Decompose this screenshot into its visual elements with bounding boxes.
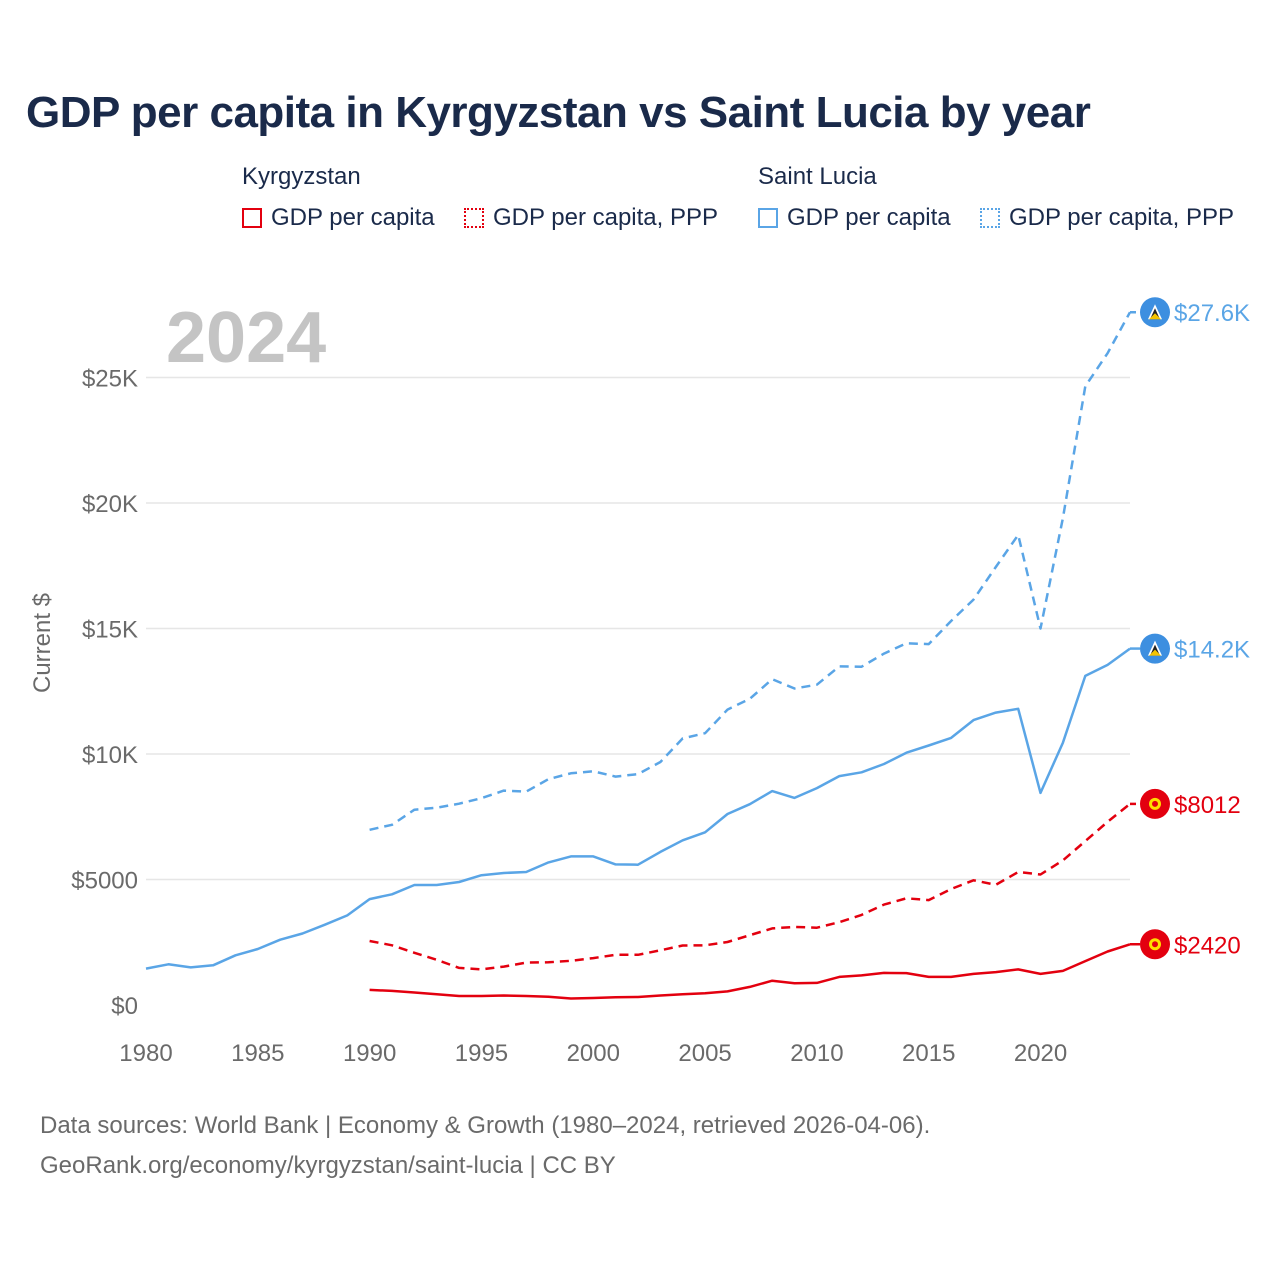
chart-title: GDP per capita in Kyrgyzstan vs Saint Lu… [26,88,1091,137]
x-tick-label: 2005 [678,1040,731,1067]
legend-item-saint-lucia-gdp-ppp[interactable]: GDP per capita, PPP [980,204,1234,232]
gridlines [146,376,1130,881]
legend-swatch-solid-red [242,208,262,228]
y-tick-label: $15K [82,617,138,644]
x-tick-label: 1995 [455,1040,508,1067]
y-axis-ticks: $0 $5000 $10K $15K $20K $25K [71,366,138,1021]
y-tick-label: $25K [82,366,138,393]
series-line-3 [369,311,1132,832]
flag-triangle-icon [1149,649,1161,656]
y-tick-label: $20K [82,491,138,518]
x-tick-label: 1990 [343,1040,396,1067]
legend-item-kyrgyzstan-gdp[interactable]: GDP per capita [242,204,435,232]
series-line-1 [369,802,1131,971]
x-axis-ticks: 1980 1985 1990 1995 2000 2005 2010 2015 2020 [119,1040,1067,1067]
x-tick-label: 2015 [902,1040,955,1067]
legend-label: GDP per capita [787,204,951,231]
y-axis-label: Current $ [29,593,56,693]
year-watermark: 2024 [166,298,326,378]
footer-link[interactable]: GeoRank.org/economy/kyrgyzstan/saint-luc… [40,1152,616,1179]
flag-triangle-icon [1149,313,1161,320]
legend-swatch-dotted-red [464,208,484,228]
end-value-label: $27.6K [1174,300,1250,327]
series [145,311,1132,1000]
footer: Data sources: World Bank | Economy & Gro… [40,1106,930,1186]
legend-group-saint-lucia: Saint Lucia [758,163,877,190]
footer-sources: Data sources: World Bank | Economy & Gro… [40,1112,931,1139]
x-tick-label: 2000 [567,1040,620,1067]
x-tick-label: 1980 [119,1040,172,1067]
legend-group-kyrgyzstan: Kyrgyzstan [242,163,361,190]
y-tick-label: $5000 [71,868,138,895]
y-tick-label: $0 [111,993,138,1020]
legend-label: GDP per capita [271,204,435,231]
end-value-label: $2420 [1174,932,1241,959]
legend-label: GDP per capita, PPP [493,204,718,231]
legend-item-saint-lucia-gdp[interactable]: GDP per capita [758,204,951,232]
legend-swatch-dotted-blue [980,208,1000,228]
series-line-2 [145,647,1131,970]
legend-label: GDP per capita, PPP [1009,204,1234,231]
flag-sun-icon [1152,941,1158,948]
legend-item-kyrgyzstan-gdp-ppp[interactable]: GDP per capita, PPP [464,204,718,232]
series-line-0 [369,943,1131,1000]
x-tick-label: 2020 [1014,1040,1067,1067]
end-value-label: $8012 [1174,792,1241,819]
x-tick-label: 2010 [790,1040,843,1067]
y-tick-label: $10K [82,742,138,769]
legend-swatch-solid-blue [758,208,778,228]
flag-sun-icon [1152,800,1158,807]
end-value-label: $14.2K [1174,637,1250,664]
end-labels: $2420 $8012 $14.2K $27.6K [1130,297,1250,960]
x-tick-label: 1985 [231,1040,284,1067]
